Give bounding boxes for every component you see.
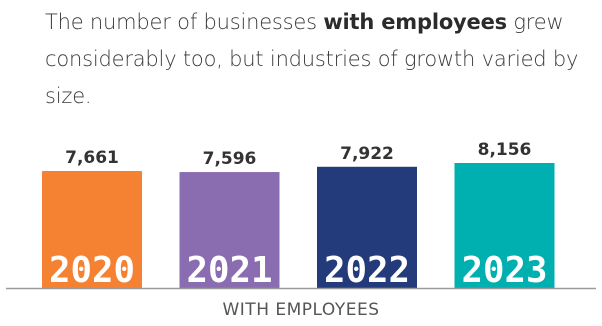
value-label-2022: 7,922 (340, 144, 394, 164)
value-label-2023: 8,156 (478, 140, 532, 160)
value-label-2021: 7,596 (203, 149, 257, 169)
bars-group: 7,661 2020 7,596 2021 7,922 2022 8,156 2023 (42, 140, 555, 291)
x-axis-label: WITH EMPLOYEES (222, 300, 380, 320)
bar-2020 (42, 171, 142, 288)
category-label-2022: 2022 (324, 250, 410, 291)
value-label-2020: 7,661 (65, 148, 119, 168)
category-label-2021: 2021 (187, 250, 273, 291)
bar-2022 (317, 166, 417, 288)
chart-heading: The number of businesses with employees … (45, 4, 595, 115)
bar-2021 (179, 172, 280, 288)
heading-text-bold: with employees (323, 10, 507, 34)
heading-text-start: The number of businesses (45, 10, 324, 34)
bar-2023 (454, 163, 555, 288)
heading-text-end: grew considerably too, but industries of… (45, 10, 579, 108)
category-label-2020: 2020 (49, 250, 135, 291)
category-label-2023: 2023 (462, 250, 548, 291)
